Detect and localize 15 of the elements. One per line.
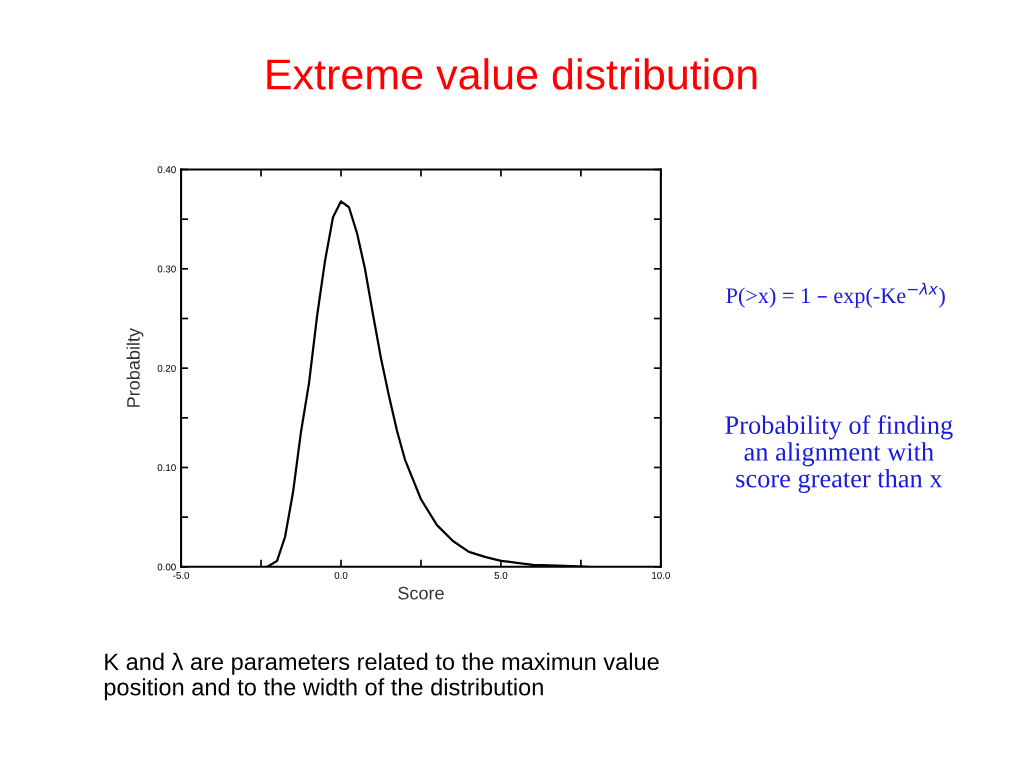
text: P(>x) = 1 – exp(-Ke$^{−λx}$)	[726, 282, 945, 308]
y-tick-label: 0.10	[157, 464, 176, 472]
y-tick-label: 0.20	[157, 364, 176, 372]
x-tick-label: -5.0	[173, 571, 190, 579]
y-tick-label: 0.40	[157, 166, 176, 174]
x-tick-label: 10.0	[652, 571, 670, 579]
y-axis-title: Probabilty	[126, 328, 144, 407]
x-tick-label: 0.0	[334, 571, 348, 579]
y-tick-label: 0.00	[157, 563, 176, 571]
x-axis-title: Score	[398, 586, 444, 600]
y-tick-label: 0.30	[157, 265, 176, 273]
text: K and λ are parameters related to the maximun value position and to the width of the distribution	[104, 652, 659, 701]
x-tick-label: 5.0	[494, 571, 508, 579]
chart-title: Extreme value distribution	[267, 58, 757, 90]
text: Probability of finding an alignment with score greater than x	[725, 415, 953, 493]
